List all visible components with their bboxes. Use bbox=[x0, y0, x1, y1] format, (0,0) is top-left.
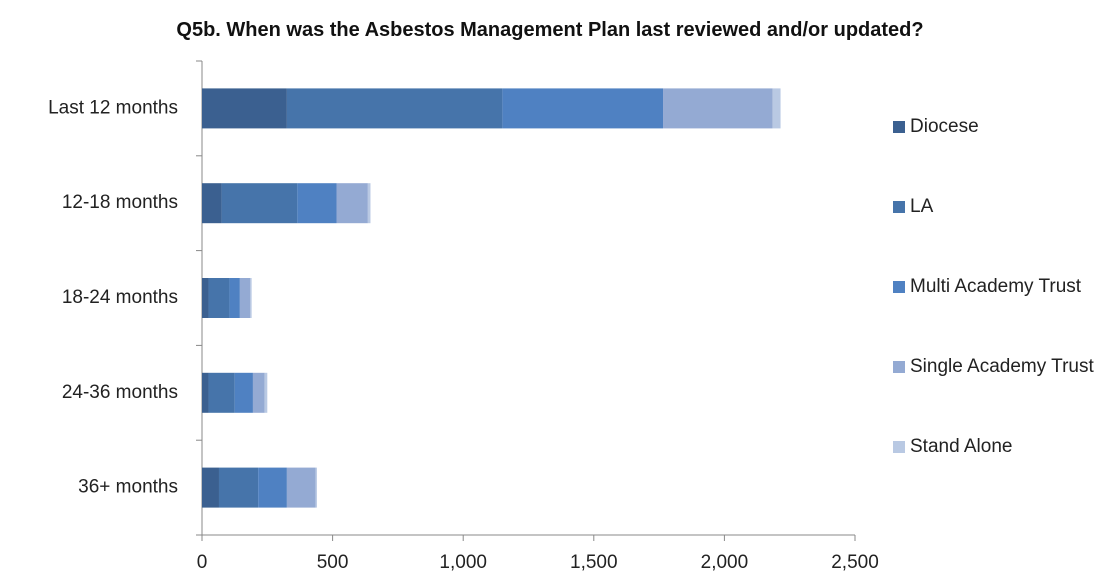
bar-segment bbox=[502, 88, 664, 129]
bar-segment bbox=[218, 467, 259, 508]
bar-segment bbox=[315, 467, 317, 508]
bar-segment bbox=[208, 278, 230, 318]
bar-segment bbox=[202, 88, 287, 129]
bar-segment bbox=[252, 372, 265, 413]
legend-label: LA bbox=[910, 196, 934, 217]
y-tick-label: 18-24 months bbox=[62, 287, 178, 308]
x-tick-label: 2,500 bbox=[831, 552, 879, 573]
legend-item: LA bbox=[893, 192, 1103, 272]
bar-segment bbox=[202, 372, 209, 413]
chart-title: Q5b. When was the Asbestos Management Pl… bbox=[176, 19, 924, 41]
legend-swatch bbox=[893, 281, 905, 293]
legend-label: Single Academy Trust bbox=[910, 356, 1094, 377]
y-tick-label: 36+ months bbox=[78, 477, 178, 498]
legend-item: Multi Academy Trust bbox=[893, 272, 1103, 352]
bar-segment bbox=[229, 278, 240, 318]
bar-segment bbox=[258, 467, 287, 508]
bar-segment bbox=[202, 278, 209, 318]
legend-swatch bbox=[893, 121, 905, 133]
legend-item: Single Academy Trust bbox=[893, 352, 1103, 432]
legend-item: Diocese bbox=[893, 112, 1103, 192]
legend-swatch bbox=[893, 441, 905, 453]
legend-label: Diocese bbox=[910, 116, 979, 137]
bar-segment bbox=[772, 88, 781, 129]
x-tick-label: 2,000 bbox=[701, 552, 749, 573]
y-tick-label: 24-36 months bbox=[62, 382, 178, 403]
legend-item: Stand Alone bbox=[893, 432, 1103, 512]
x-tick-label: 1,500 bbox=[570, 552, 618, 573]
bar-segment bbox=[208, 372, 235, 413]
bar-segment bbox=[286, 88, 503, 129]
bar-segment bbox=[336, 183, 368, 224]
x-tick-label: 500 bbox=[317, 552, 349, 573]
y-tick-label: 12-18 months bbox=[62, 192, 178, 213]
legend-label: Stand Alone bbox=[910, 436, 1013, 457]
legend-swatch bbox=[893, 361, 905, 373]
bar-segment bbox=[286, 467, 316, 508]
bar-segment bbox=[202, 183, 222, 224]
bar-segment bbox=[202, 467, 219, 508]
legend-label: Multi Academy Trust bbox=[910, 276, 1082, 297]
bar-segment bbox=[264, 372, 268, 413]
legend-swatch bbox=[893, 201, 905, 213]
bar-segment bbox=[221, 183, 298, 224]
bar-segment bbox=[297, 183, 337, 224]
bar-segment bbox=[250, 278, 252, 318]
bar-segment bbox=[239, 278, 251, 318]
x-tick-label: 0 bbox=[197, 552, 208, 573]
legend: Diocese LA Multi Academy Trust Single Acade… bbox=[893, 112, 1103, 512]
bar-segment bbox=[367, 183, 371, 224]
x-tick-label: 1,000 bbox=[439, 552, 487, 573]
y-tick-label: Last 12 months bbox=[48, 97, 178, 118]
bar-segment bbox=[234, 372, 253, 413]
bar-segment bbox=[663, 88, 773, 129]
